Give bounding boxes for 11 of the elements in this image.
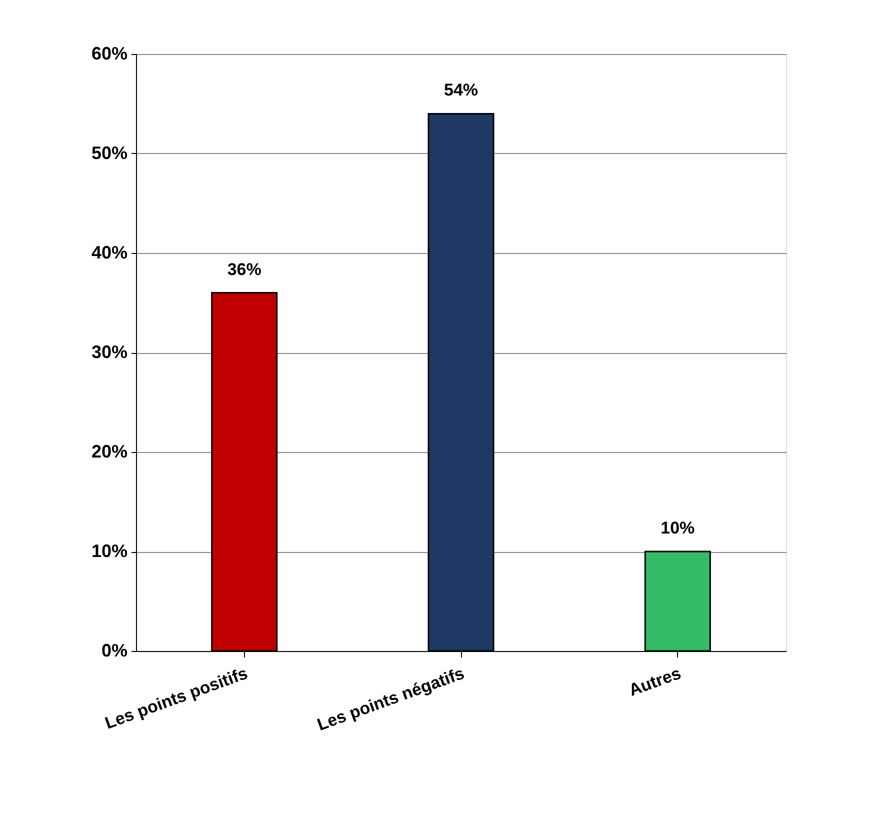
data-label: 54% [444,80,478,100]
y-tick-label: 40% [91,242,128,262]
y-tick-label: 20% [91,442,128,462]
y-tick-label: 30% [91,342,128,362]
y-tick-label: 0% [101,640,128,660]
y-tick-label: 10% [91,541,128,561]
y-tick-label: 60% [91,44,128,64]
y-tick-label: 50% [91,143,128,163]
data-label: 10% [660,518,695,538]
data-label: 36% [227,260,262,279]
x-tick-label: Autres [626,664,684,700]
